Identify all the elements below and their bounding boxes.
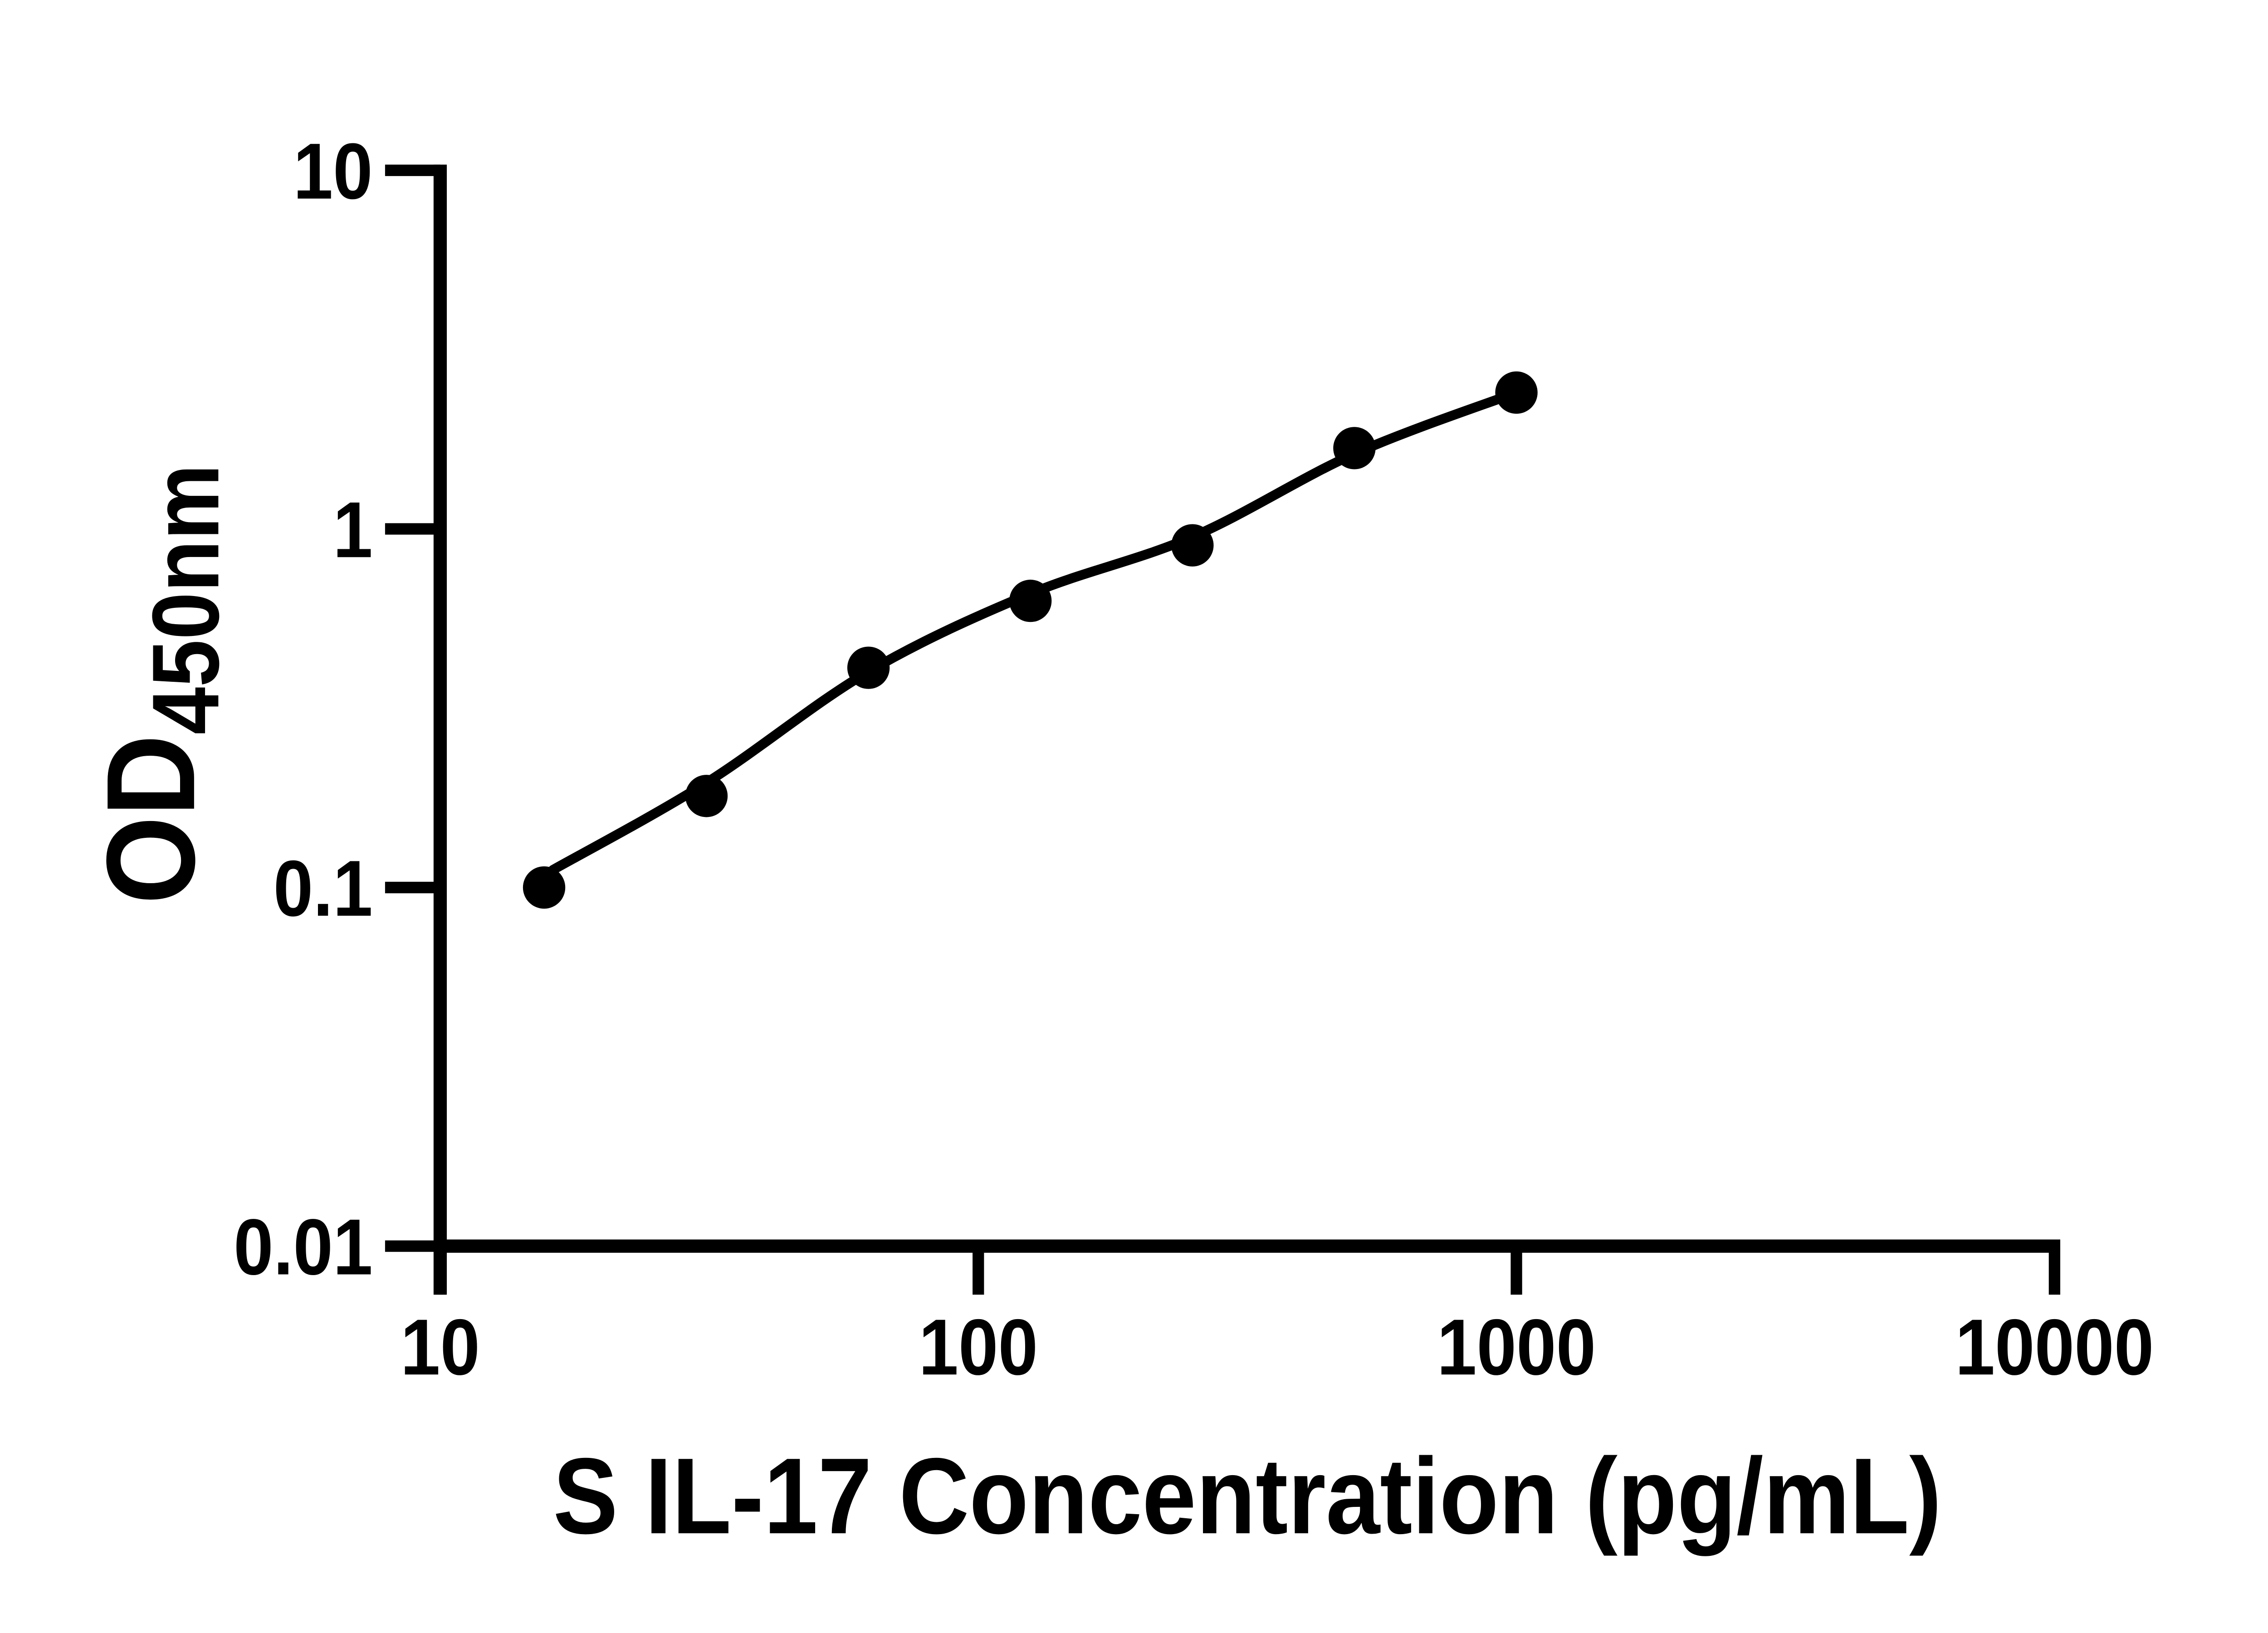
x-axis-title-group: S IL-17 Concentration (pg/mL) (553, 1436, 1941, 1557)
y-tick-label: 0.01 (234, 1203, 373, 1292)
x-tick-label: 10000 (1955, 1303, 2154, 1392)
y-tick-label: 1 (333, 486, 373, 575)
chart-background (0, 22, 2268, 1611)
x-axis-title: S IL-17 Concentration (pg/mL) (553, 1436, 1941, 1557)
x-tick-label-group: 1000 (1437, 1303, 1596, 1392)
x-tick-label: 10 (401, 1303, 480, 1392)
y-axis-title: OD450nm (80, 464, 239, 904)
y-tick-label-group: 10 (293, 127, 372, 216)
data-point (523, 866, 566, 909)
y-tick-label: 10 (293, 127, 372, 216)
x-axis-ticks (434, 1246, 2061, 1295)
y-tick-label: 0.1 (274, 844, 373, 933)
y-axis-title-main: OD (80, 734, 221, 904)
y-tick-label-group: 0.1 (274, 844, 373, 933)
x-tick-label-group: 10000 (1955, 1303, 2154, 1392)
x-axis-tick-labels: 10 100 1000 10000 (401, 1303, 2154, 1392)
data-point (1495, 371, 1538, 414)
x-tick-label-group: 10 (401, 1303, 480, 1392)
y-axis-title-group: OD450nm (80, 464, 239, 904)
y-axis-ticks (385, 164, 440, 1252)
y-axis-title-subscript: 450nm (133, 464, 239, 734)
data-point (847, 646, 890, 689)
data-point (685, 775, 728, 817)
data-point (1009, 579, 1052, 622)
data-point (1333, 427, 1376, 469)
x-tick-label: 100 (919, 1303, 1038, 1392)
data-points (523, 371, 1538, 909)
y-axis-tick-labels: 10 1 0.1 0.01 (234, 127, 373, 1291)
data-point (1171, 524, 1214, 567)
y-tick-label-group: 1 (333, 486, 373, 575)
x-tick-label-group: 100 (919, 1303, 1038, 1392)
axes: 10 1 0.1 0.01 10 100 1000 10000 (234, 127, 2154, 1392)
y-tick-label-group: 0.01 (234, 1203, 373, 1292)
x-tick-label: 1000 (1437, 1303, 1596, 1392)
